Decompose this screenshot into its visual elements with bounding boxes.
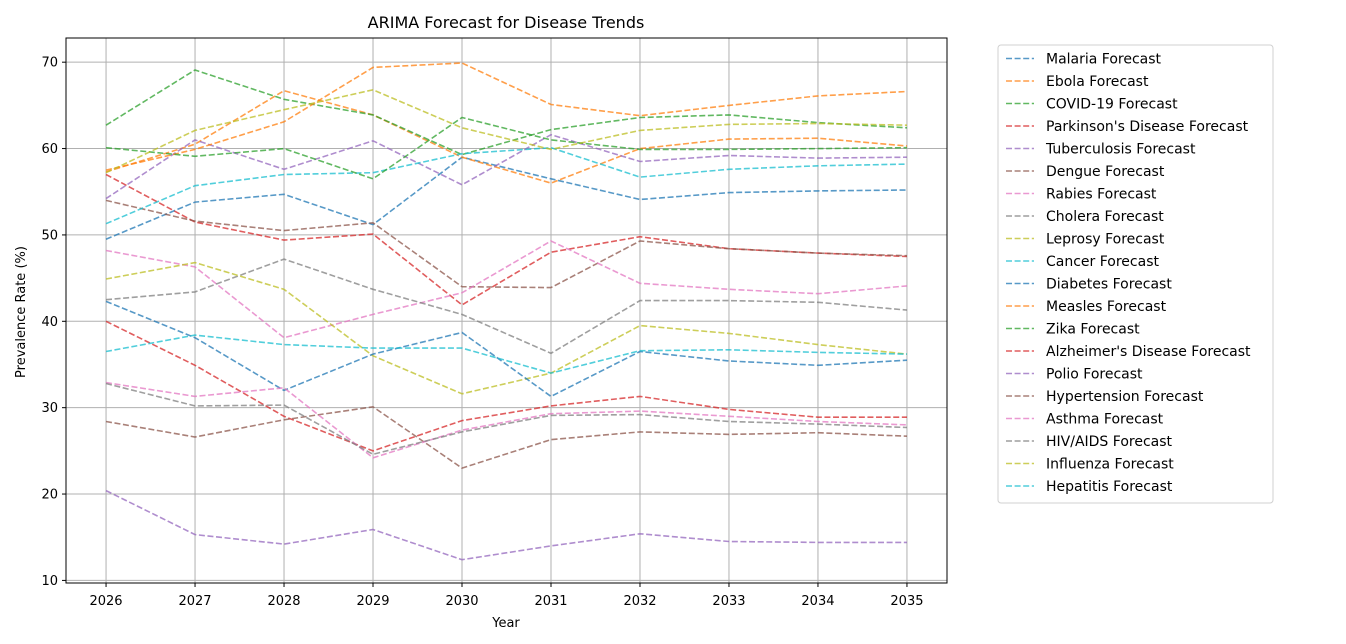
series-line-14 xyxy=(105,320,907,452)
series-line-13 xyxy=(105,116,908,180)
legend-label: COVID-19 Forecast xyxy=(1046,97,1178,113)
y-tick-label: 40 xyxy=(41,315,58,330)
legend-label: Rabies Forecast xyxy=(1046,187,1157,203)
legend-label: Dengue Forecast xyxy=(1046,164,1165,180)
series-line-16 xyxy=(105,405,908,469)
series-line-1 xyxy=(105,156,908,240)
legend-label: Ebola Forecast xyxy=(1046,74,1149,90)
chart-title: ARIMA Forecast for Disease Trends xyxy=(368,13,645,32)
x-tick-label: 2032 xyxy=(623,594,656,609)
legend-label: Measles Forecast xyxy=(1046,299,1167,315)
series-line-7 xyxy=(105,240,908,339)
series-line-10 xyxy=(105,146,908,225)
x-tick-label: 2035 xyxy=(890,594,923,609)
x-tick-label: 2027 xyxy=(178,594,211,609)
legend-label: Zika Forecast xyxy=(1046,322,1140,338)
x-tick-label: 2033 xyxy=(712,594,745,609)
legend-label: Parkinson's Disease Forecast xyxy=(1046,119,1249,135)
legend-box xyxy=(997,44,1274,504)
legend-label: HIV/AIDS Forecast xyxy=(1046,434,1173,450)
y-tick-label: 10 xyxy=(41,574,58,589)
x-tick-label: 2030 xyxy=(445,594,478,609)
legend-label: Cholera Forecast xyxy=(1046,209,1164,225)
legend-label: Alzheimer's Disease Forecast xyxy=(1046,344,1251,360)
series-line-17 xyxy=(105,381,908,459)
legend-label: Tuberculosis Forecast xyxy=(1045,142,1196,158)
y-axis-label: Prevalence Rate (%) xyxy=(14,246,29,378)
y-tick-label: 70 xyxy=(41,56,58,71)
legend-label: Hepatitis Forecast xyxy=(1046,479,1173,495)
series-line-6 xyxy=(105,199,908,289)
x-tick-label: 2028 xyxy=(267,594,300,609)
legend-label: Polio Forecast xyxy=(1046,367,1143,383)
legend-label: Hypertension Forecast xyxy=(1046,389,1204,405)
plot-area: 2026 2027 2028 2029 2030 2031 2032 2033 2034 2035… xyxy=(41,37,948,609)
series-line-3 xyxy=(105,69,908,156)
series-line-4 xyxy=(105,173,908,306)
series-line-9 xyxy=(105,261,908,395)
series-line-15 xyxy=(105,489,907,561)
legend-label: Leprosy Forecast xyxy=(1046,232,1165,248)
legend-label: Asthma Forecast xyxy=(1046,412,1164,428)
x-tick-label: 2029 xyxy=(356,594,389,609)
plot-frame xyxy=(65,37,948,584)
series-line-5 xyxy=(105,133,908,200)
y-tick-label: 20 xyxy=(41,488,58,503)
legend-label: Influenza Forecast xyxy=(1046,457,1174,473)
series-line-20 xyxy=(105,334,908,374)
x-axis-label: Year xyxy=(491,616,520,631)
x-tick-label: 2034 xyxy=(801,594,834,609)
y-tick-label: 30 xyxy=(41,401,58,416)
y-tick-label: 50 xyxy=(41,228,58,243)
series-line-19 xyxy=(105,88,908,174)
legend-label: Diabetes Forecast xyxy=(1046,277,1172,293)
x-tick-label: 2026 xyxy=(89,594,122,609)
legend-label: Cancer Forecast xyxy=(1046,254,1159,270)
y-tick-label: 60 xyxy=(41,142,58,157)
x-tick-label: 2031 xyxy=(534,594,567,609)
series-line-11 xyxy=(105,300,908,398)
legend-label: Malaria Forecast xyxy=(1046,52,1162,68)
series-line-2 xyxy=(105,89,908,184)
legend: Malaria Forecast Ebola Forecast COVID-19 F… xyxy=(997,44,1274,504)
series-line-12 xyxy=(105,62,908,171)
